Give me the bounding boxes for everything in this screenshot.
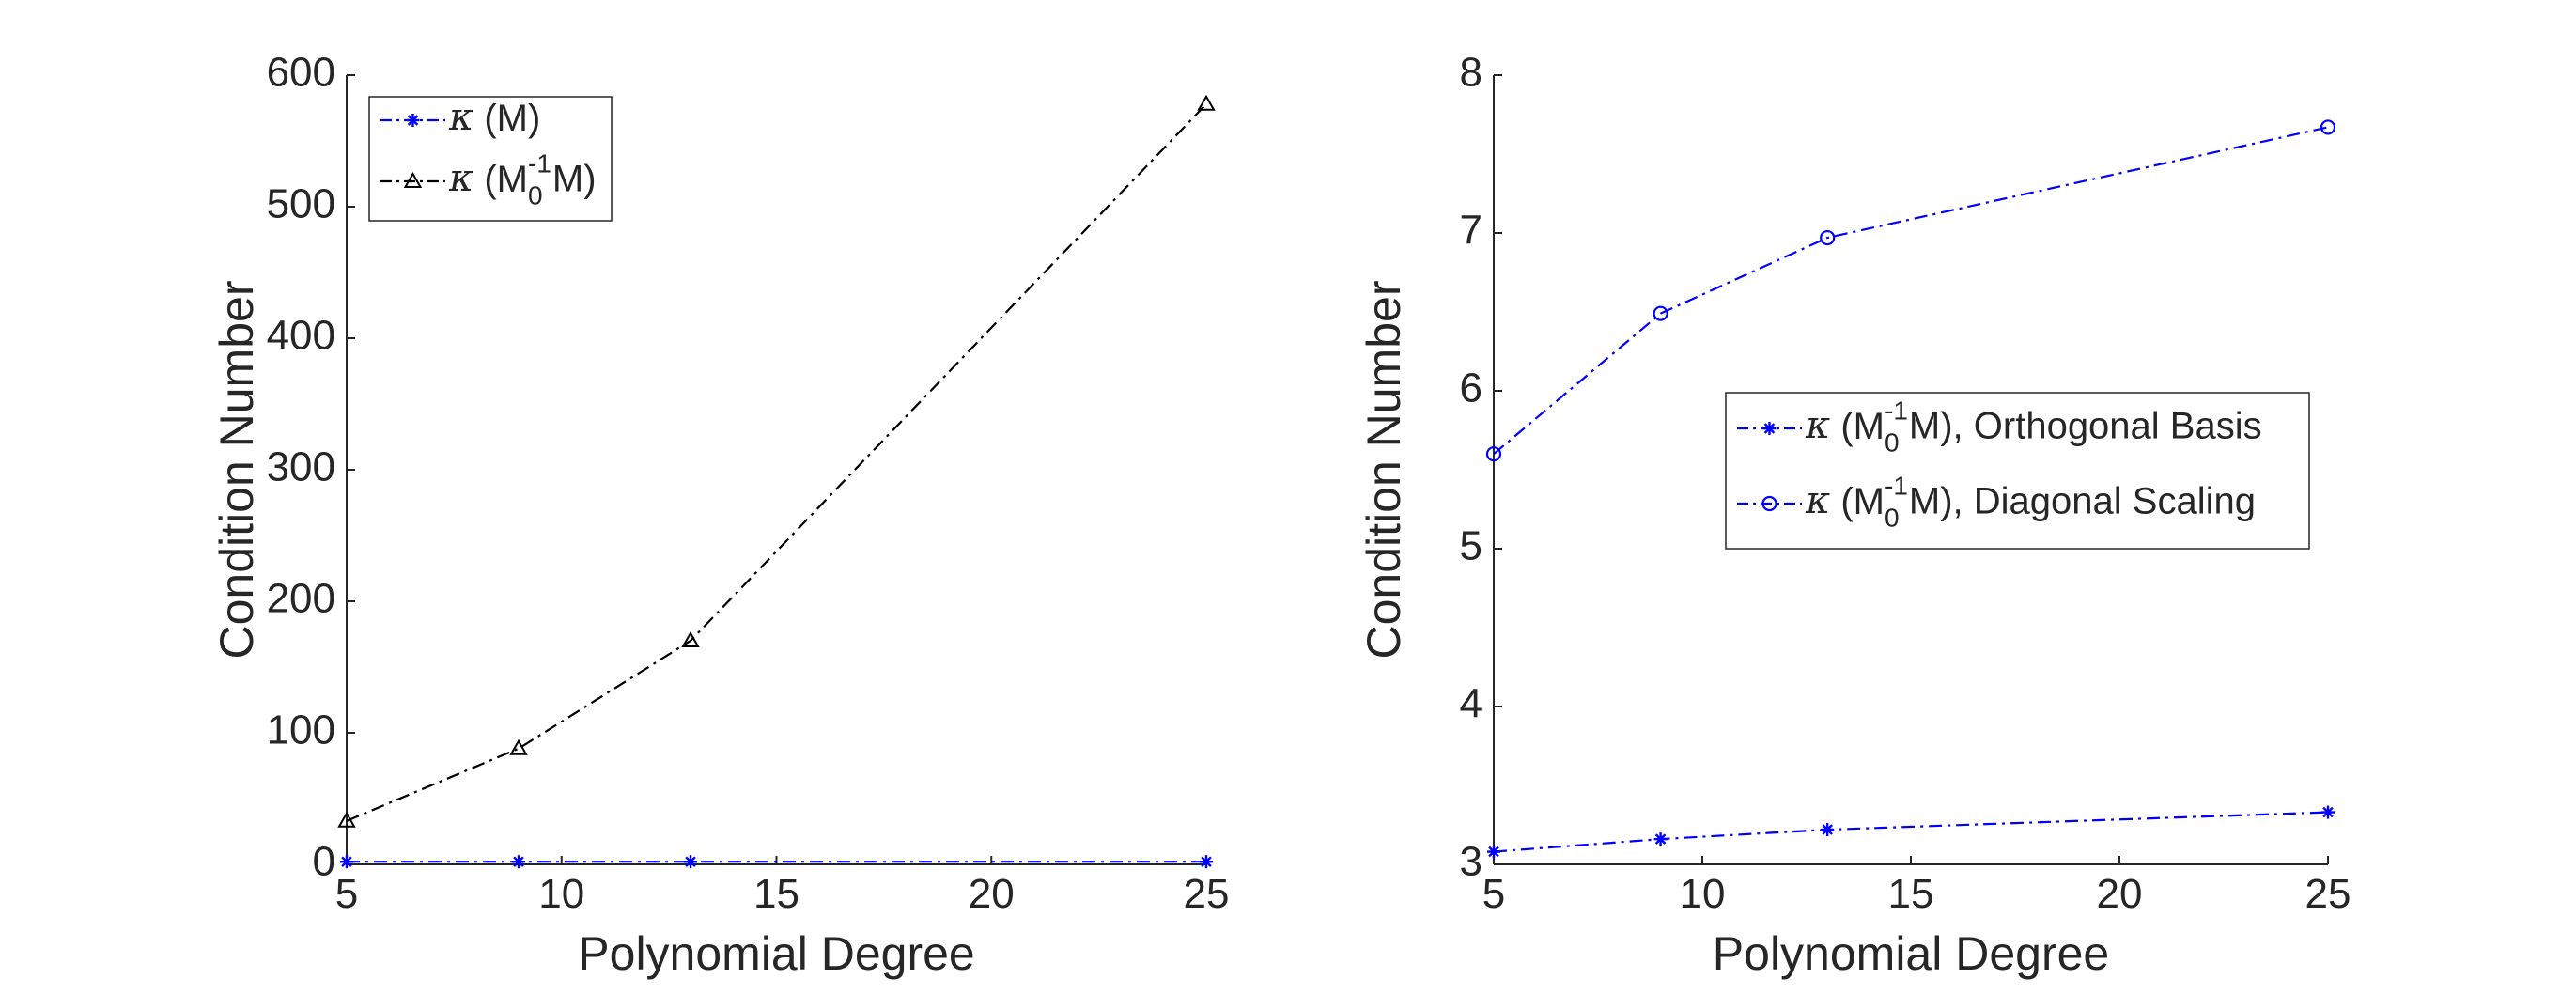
legend-text-pre: (M) (473, 98, 540, 139)
data-point (509, 738, 528, 755)
data-point (681, 630, 700, 647)
series-1 (1487, 805, 2335, 859)
legend-text-pre: (M (1830, 406, 1885, 447)
x-axis-label: Polynomial Degree (578, 927, 974, 980)
chart-1: 5 10 15 20 25 0 100 200 300 400 500 600 Polynomial D… (210, 50, 1229, 980)
legend-kappa: κ (1805, 479, 1830, 522)
legend-entry: κ (M) (380, 96, 540, 139)
x-tick-label: 5 (335, 871, 358, 917)
x-tick-label: 25 (2305, 871, 2351, 917)
legend-subscript: 0 (528, 180, 543, 210)
y-axis-label: Condition Number (1358, 281, 1410, 660)
x-tick-label: 20 (969, 871, 1015, 917)
x-tick-label: 10 (538, 871, 584, 917)
y-tick-label: 7 (1460, 208, 1482, 254)
data-point (512, 855, 525, 869)
x-tick-label: 25 (1184, 871, 1230, 917)
y-tick-label: 300 (267, 444, 335, 490)
x-tick-label: 20 (2097, 871, 2143, 917)
data-point (1200, 855, 1213, 869)
legend: κ (M)κ (M -10 M) (368, 96, 613, 222)
legend-text-post: M), Diagonal Scaling (1909, 481, 2256, 522)
legend-text-post: M) (552, 159, 597, 200)
y-tick-label: 6 (1460, 365, 1482, 412)
chart-2: 5 10 15 20 25 3 4 5 6 7 8 Polynomial Degree Conditio… (1358, 50, 2351, 980)
data-point (1821, 823, 1835, 837)
data-point (340, 855, 353, 869)
x-tick-label: 15 (1888, 871, 1934, 917)
legend-superscript: -1 (1885, 471, 1908, 500)
x-tick-label: 10 (1680, 871, 1726, 917)
y-tick-label: 600 (267, 50, 335, 96)
legend-superscript: -1 (528, 148, 551, 178)
data-point (1197, 94, 1216, 111)
legend-entry: κ (M -1 0 M), Diagonal Scaling (1737, 471, 2256, 532)
series-2 (1485, 119, 2336, 462)
legend-text-pre: (M (473, 159, 528, 200)
legend-label-2: κ (M (448, 157, 528, 200)
data-point (1485, 446, 1502, 462)
legend-superscript: -1 (1885, 396, 1908, 425)
y-tick-label: 400 (267, 313, 335, 359)
series-1 (340, 855, 1213, 869)
y-tick-label: 0 (313, 839, 335, 885)
legend-marker (1762, 422, 1777, 435)
x-tick-label: 5 (1482, 871, 1505, 917)
y-tick-label: 100 (267, 707, 335, 753)
series-line (346, 103, 1207, 822)
y-tick-label: 5 (1460, 523, 1482, 569)
legend-entry: κ (M -10 M) (380, 148, 597, 210)
y-tick-label: 500 (267, 181, 335, 227)
data-point (2321, 805, 2335, 819)
series-2 (337, 94, 1216, 828)
legend-marker (403, 171, 423, 188)
legend-marker (1761, 495, 1777, 512)
legend-marker (406, 114, 420, 127)
x-axis-label: Polynomial Degree (1713, 927, 2109, 980)
legend-text-pre: (M (1830, 481, 1885, 522)
series-line (1493, 811, 2329, 853)
y-tick-label: 8 (1460, 50, 1482, 96)
data-point (684, 855, 697, 869)
x-tick-label: 15 (753, 871, 799, 917)
legend-label-1: κ (M) (448, 96, 540, 139)
data-point (337, 811, 356, 828)
legend-kappa: κ (448, 96, 473, 139)
legend-subscript: 0 (1885, 427, 1900, 457)
data-point (1653, 832, 1668, 846)
y-tick-label: 3 (1460, 839, 1482, 885)
legend-subscript: 0 (1885, 503, 1900, 532)
legend-label-1: κ (M (1805, 404, 1885, 447)
data-point (1820, 229, 1836, 246)
data-point (2320, 119, 2336, 135)
y-tick-label: 4 (1460, 681, 1482, 727)
legend-kappa: κ (448, 157, 473, 200)
data-point (1653, 305, 1668, 321)
series-line (1493, 126, 2329, 456)
legend-label-2: κ (M (1805, 479, 1885, 522)
legend-box (1725, 392, 2310, 550)
legend-kappa: κ (1805, 404, 1830, 447)
y-tick-label: 200 (267, 576, 335, 622)
y-axis-label: Condition Number (210, 281, 263, 660)
legend-entry: κ (M -10 M), Orthogonal Basis (1737, 396, 2262, 457)
legend-text-post: M), Orthogonal Basis (1909, 406, 2262, 447)
data-point (1487, 845, 1500, 859)
